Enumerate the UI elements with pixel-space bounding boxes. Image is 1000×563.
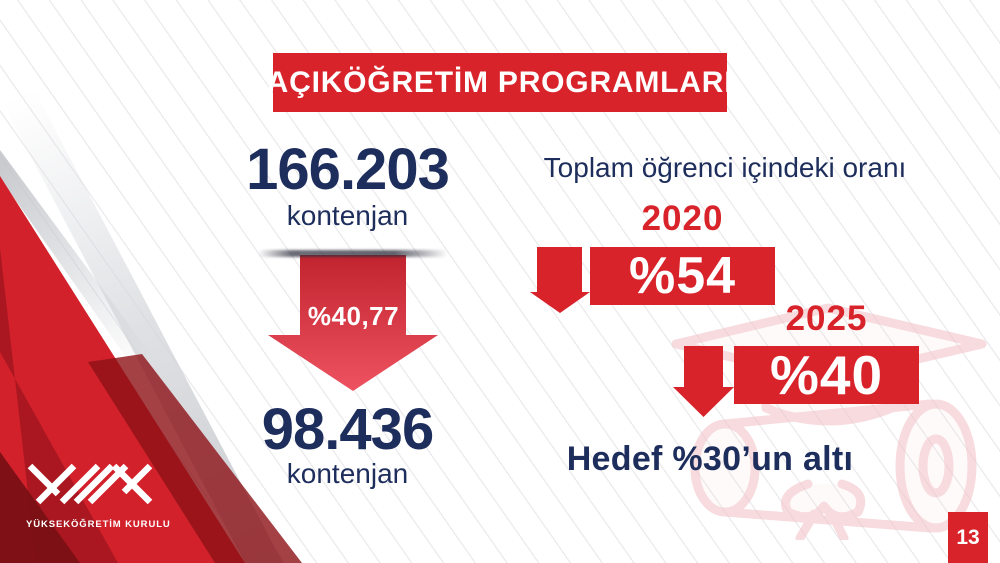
slide-title: AÇIKÖĞRETİM PROGRAMLARI (266, 65, 734, 99)
yok-logo-icon (27, 463, 153, 505)
title-banner: AÇIKÖĞRETİM PROGRAMLARI (267, 53, 733, 112)
milestone-year-2025: 2025 (785, 299, 868, 338)
target-text: Hedef %30’un altı (566, 440, 854, 478)
quota-before-value: 166.203 (246, 137, 450, 202)
ratio-2020-value: %54 (628, 247, 737, 305)
organization-name: YÜKSEKÖĞRETİM KURULU (26, 519, 171, 530)
big-down-arrow-icon (268, 255, 438, 391)
ratio-2025-value: %40 (769, 344, 884, 406)
ratio-2025-box: %40 (734, 344, 919, 406)
ratio-2020-box: %54 (590, 247, 775, 305)
page-number: 13 (956, 525, 980, 549)
quota-after-value: 98.436 (261, 397, 434, 462)
page-number-badge: 13 (948, 512, 988, 563)
corner-ribbon-decoration (0, 25, 302, 563)
down-arrow-2020-icon (530, 247, 590, 313)
quota-before-label: kontenjan (286, 200, 409, 231)
yok-logo: YÜKSEKÖĞRETİM KURULU (26, 452, 176, 530)
quota-after-label: kontenjan (286, 458, 409, 489)
quota-change-percent: %40,77 (307, 301, 400, 331)
arrow-top-shadow (258, 250, 448, 257)
down-arrow-2025-icon (673, 346, 734, 417)
ratio-heading: Toplam öğrenci içindeki oranı (543, 152, 907, 183)
milestone-year-2020: 2020 (641, 199, 724, 238)
